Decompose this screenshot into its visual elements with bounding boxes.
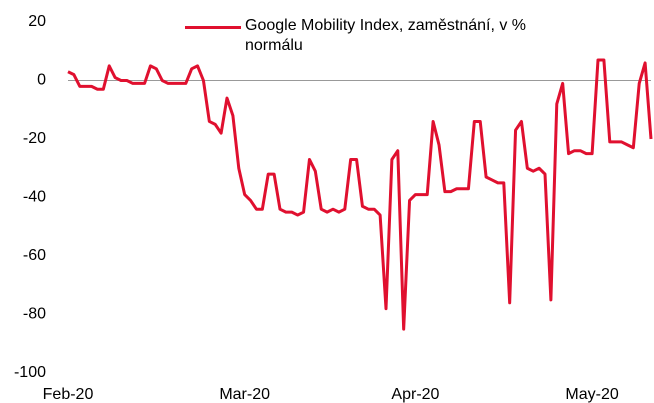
y-tick-label: -20 — [23, 130, 46, 147]
legend-label: Google Mobility Index, zaměstnání, v % n… — [245, 17, 527, 54]
legend-swatch — [185, 26, 241, 29]
data-line — [67, 58, 653, 331]
y-tick-label: 0 — [37, 72, 46, 89]
y-tick-label: -100 — [14, 364, 46, 381]
y-tick-label: -80 — [23, 306, 46, 323]
y-tick-label: 20 — [28, 13, 46, 30]
legend: Google Mobility Index, zaměstnání, v % n… — [185, 16, 545, 56]
x-tick-label: May-20 — [565, 386, 618, 403]
x-tick-label: Mar-20 — [219, 386, 270, 403]
y-tick-label: -60 — [23, 247, 46, 264]
y-tick-label: -40 — [23, 189, 46, 206]
x-tick-label: Feb-20 — [43, 386, 94, 403]
x-tick-label: Apr-20 — [391, 386, 439, 403]
